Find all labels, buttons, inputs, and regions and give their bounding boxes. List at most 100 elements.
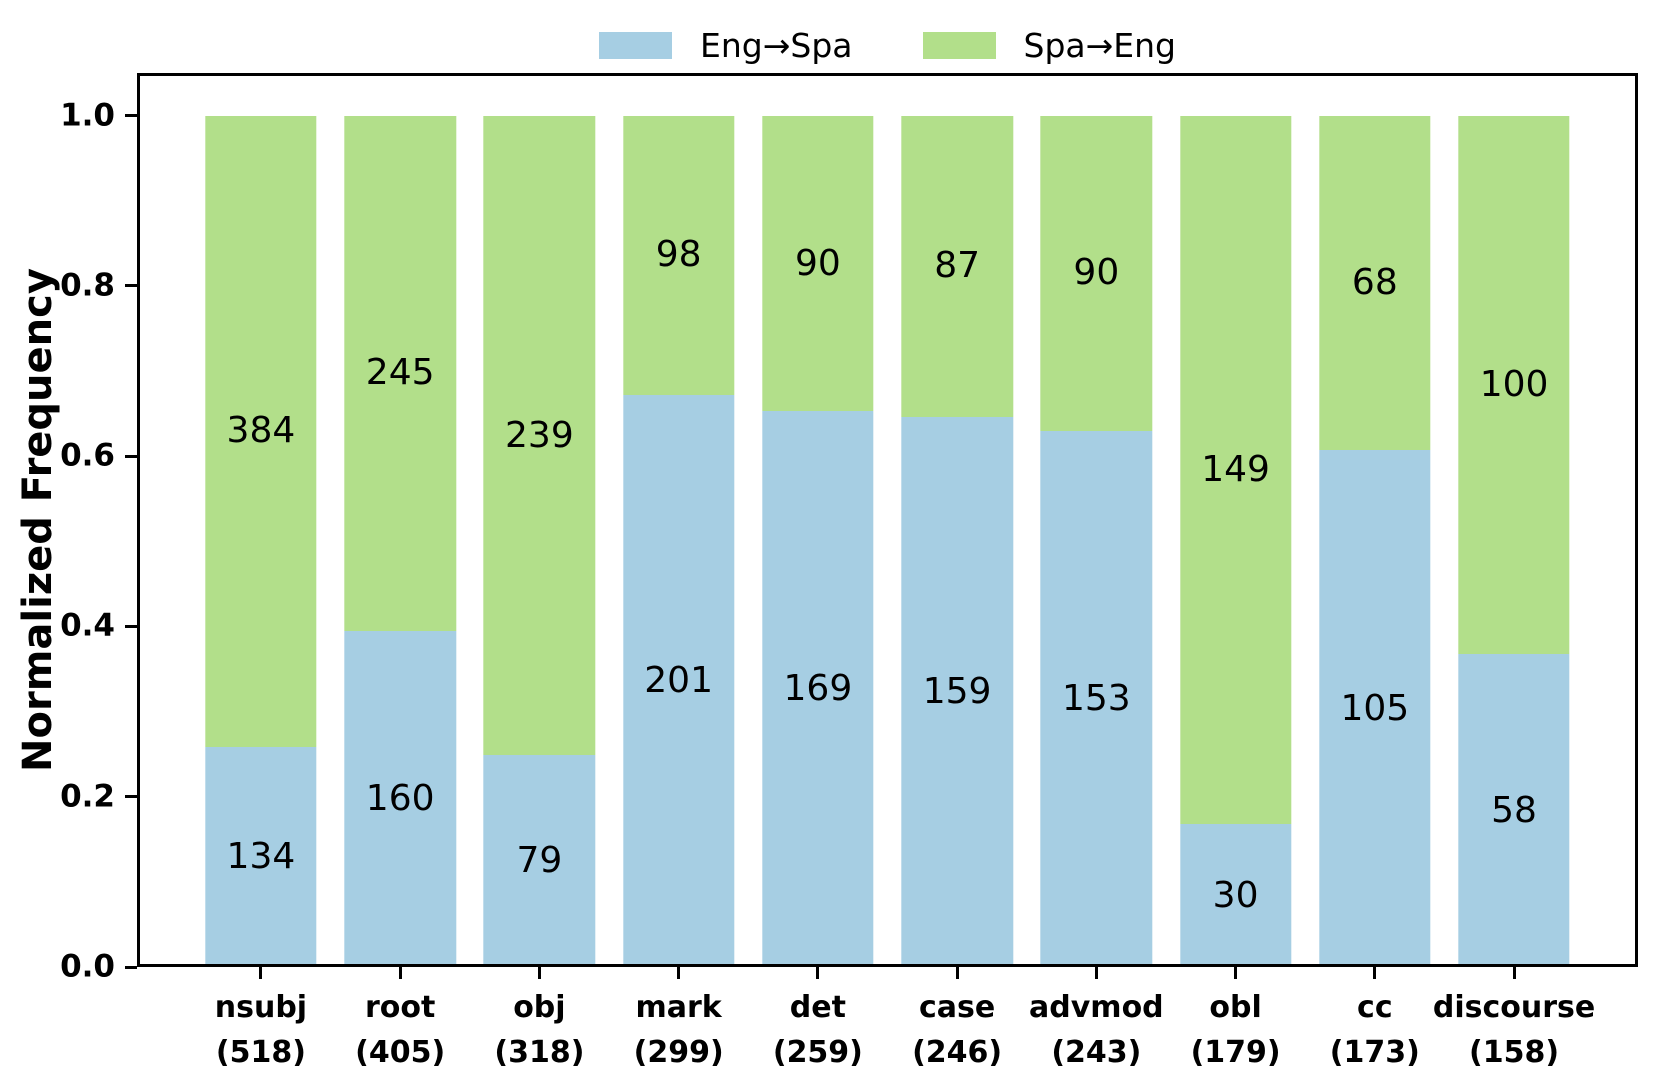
bar-root: 160 245 bbox=[344, 115, 456, 967]
bar-value-label: 160 bbox=[365, 777, 435, 819]
x-tick-label-name: mark bbox=[635, 990, 722, 1025]
x-tick-label-obj: obj (318) bbox=[494, 985, 584, 1071]
plot-area: 0.0 0.2 0.4 0.6 0.8 1.0 134 384 nsubj (518) 160 245… bbox=[60, 73, 1638, 1070]
bar-nsubj: 134 384 bbox=[205, 115, 317, 967]
legend-item: Eng→Spa bbox=[599, 26, 853, 65]
x-tick-label-count: (158) bbox=[1469, 1035, 1560, 1070]
x-tick-mark bbox=[259, 967, 263, 979]
bar-advmod: 153 90 bbox=[1040, 115, 1153, 967]
bar-value-label: 68 bbox=[1351, 261, 1398, 303]
bar-segment-obl-Eng→Spa bbox=[1179, 824, 1292, 967]
x-tick-label-name: obl bbox=[1209, 990, 1262, 1025]
x-tick-mark bbox=[1094, 967, 1098, 979]
x-tick-label-name: root bbox=[364, 990, 436, 1025]
bar-discourse: 58 100 bbox=[1458, 115, 1570, 967]
axis-spine-left bbox=[137, 73, 140, 967]
x-tick-label-count: (243) bbox=[1051, 1035, 1142, 1070]
bar-segment-det-Spa→Eng bbox=[762, 115, 874, 412]
bar-segment-root-Spa→Eng bbox=[344, 115, 456, 631]
bar-segment-cc-Spa→Eng bbox=[1319, 115, 1431, 451]
bar-segment-mark-Spa→Eng bbox=[622, 115, 735, 395]
bar-segment-cc-Eng→Spa bbox=[1319, 450, 1431, 967]
x-tick-label-cc: cc (173) bbox=[1330, 985, 1420, 1071]
bar-case: 159 87 bbox=[901, 115, 1013, 967]
x-tick-mark bbox=[398, 967, 402, 979]
y-tick-mark bbox=[125, 284, 137, 288]
bar-segment-discourse-Eng→Spa bbox=[1458, 654, 1570, 967]
x-tick-label-name: det bbox=[789, 990, 846, 1025]
bar-segment-det-Eng→Spa bbox=[762, 411, 874, 967]
y-tick-label: 0.4 bbox=[60, 607, 115, 644]
axis-spine-bottom bbox=[137, 964, 1638, 967]
x-tick-label-count: (518) bbox=[215, 1035, 306, 1070]
x-tick-mark bbox=[1373, 967, 1377, 979]
x-tick-label-obl: obl (179) bbox=[1191, 985, 1281, 1071]
bar-segment-obj-Spa→Eng bbox=[483, 115, 596, 756]
bar-value-label: 201 bbox=[644, 659, 713, 701]
x-tick-mark bbox=[816, 967, 820, 979]
bar-value-label: 30 bbox=[1212, 874, 1259, 916]
bar-det: 169 90 bbox=[762, 115, 874, 967]
y-tick-mark bbox=[125, 965, 137, 969]
bar-value-label: 149 bbox=[1201, 448, 1270, 490]
bar-cc: 105 68 bbox=[1319, 115, 1431, 967]
x-tick-label-count: (246) bbox=[912, 1035, 1003, 1070]
x-tick-mark bbox=[537, 967, 541, 979]
bar-value-label: 90 bbox=[794, 242, 841, 284]
legend-item-label: Spa→Eng bbox=[1023, 26, 1176, 65]
x-tick-label-name: cc bbox=[1357, 990, 1393, 1025]
y-axis-title: Normalized Frequency bbox=[10, 73, 66, 967]
bar-segment-advmod-Eng→Spa bbox=[1040, 430, 1153, 967]
bar-value-label: 79 bbox=[516, 840, 563, 882]
x-tick-mark bbox=[955, 967, 959, 979]
x-tick-label-nsubj: nsubj (518) bbox=[215, 985, 307, 1071]
bar-value-label: 105 bbox=[1340, 687, 1410, 729]
x-tick-label-discourse: discourse (158) bbox=[1433, 985, 1595, 1071]
bar-segment-case-Eng→Spa bbox=[901, 416, 1013, 967]
x-tick-label-det: det (259) bbox=[773, 985, 863, 1071]
x-tick-mark bbox=[1234, 967, 1238, 979]
x-tick-mark bbox=[677, 967, 681, 979]
x-tick-label-count: (405) bbox=[355, 1035, 446, 1070]
x-tick-label-case: case (246) bbox=[912, 985, 1002, 1071]
x-tick-label-root: root (405) bbox=[355, 985, 445, 1071]
bar-mark: 201 98 bbox=[622, 115, 735, 967]
bar-segment-root-Eng→Spa bbox=[344, 630, 456, 967]
x-tick-label-name: discourse bbox=[1432, 990, 1596, 1025]
legend-swatch-icon bbox=[922, 32, 996, 59]
axis-spine-top bbox=[137, 73, 1638, 76]
y-tick-label: 0.0 bbox=[60, 948, 115, 985]
legend-item-label: Eng→Spa bbox=[700, 26, 853, 65]
bar-value-label: 90 bbox=[1073, 252, 1120, 294]
y-tick-label: 0.8 bbox=[60, 267, 115, 304]
bar-value-label: 153 bbox=[1061, 677, 1131, 719]
legend: Eng→Spa Spa→Eng bbox=[137, 29, 1638, 62]
bar-segment-nsubj-Spa→Eng bbox=[205, 115, 317, 747]
bar-value-label: 159 bbox=[922, 670, 992, 712]
y-tick-label: 1.0 bbox=[60, 97, 115, 134]
y-axis-title-text: Normalized Frequency bbox=[15, 268, 61, 772]
legend-item: Spa→Eng bbox=[922, 26, 1176, 65]
bar-segment-nsubj-Eng→Spa bbox=[205, 746, 317, 967]
x-tick-label-count: (259) bbox=[772, 1035, 863, 1070]
bar-value-label: 87 bbox=[934, 245, 981, 287]
bar-obl: 30 149 bbox=[1179, 115, 1292, 967]
bar-segment-case-Spa→Eng bbox=[901, 115, 1013, 417]
bar-segment-mark-Eng→Spa bbox=[622, 394, 735, 967]
bar-value-label: 239 bbox=[505, 414, 574, 456]
bar-segment-advmod-Spa→Eng bbox=[1040, 115, 1153, 431]
x-tick-label-advmod: advmod (243) bbox=[1029, 985, 1164, 1071]
bar-value-label: 134 bbox=[226, 835, 296, 877]
bar-value-label: 98 bbox=[655, 234, 702, 276]
x-tick-label-name: case bbox=[918, 990, 996, 1025]
x-tick-label-count: (318) bbox=[494, 1035, 585, 1070]
x-tick-label-name: nsubj bbox=[214, 990, 308, 1025]
y-tick-label: 0.6 bbox=[60, 437, 115, 474]
bar-obj: 79 239 bbox=[483, 115, 596, 967]
y-tick-mark bbox=[125, 454, 137, 458]
x-tick-label-mark: mark (299) bbox=[634, 985, 724, 1071]
bar-segment-discourse-Spa→Eng bbox=[1458, 115, 1570, 655]
x-tick-label-name: obj bbox=[513, 990, 566, 1025]
x-tick-mark bbox=[1512, 967, 1516, 979]
